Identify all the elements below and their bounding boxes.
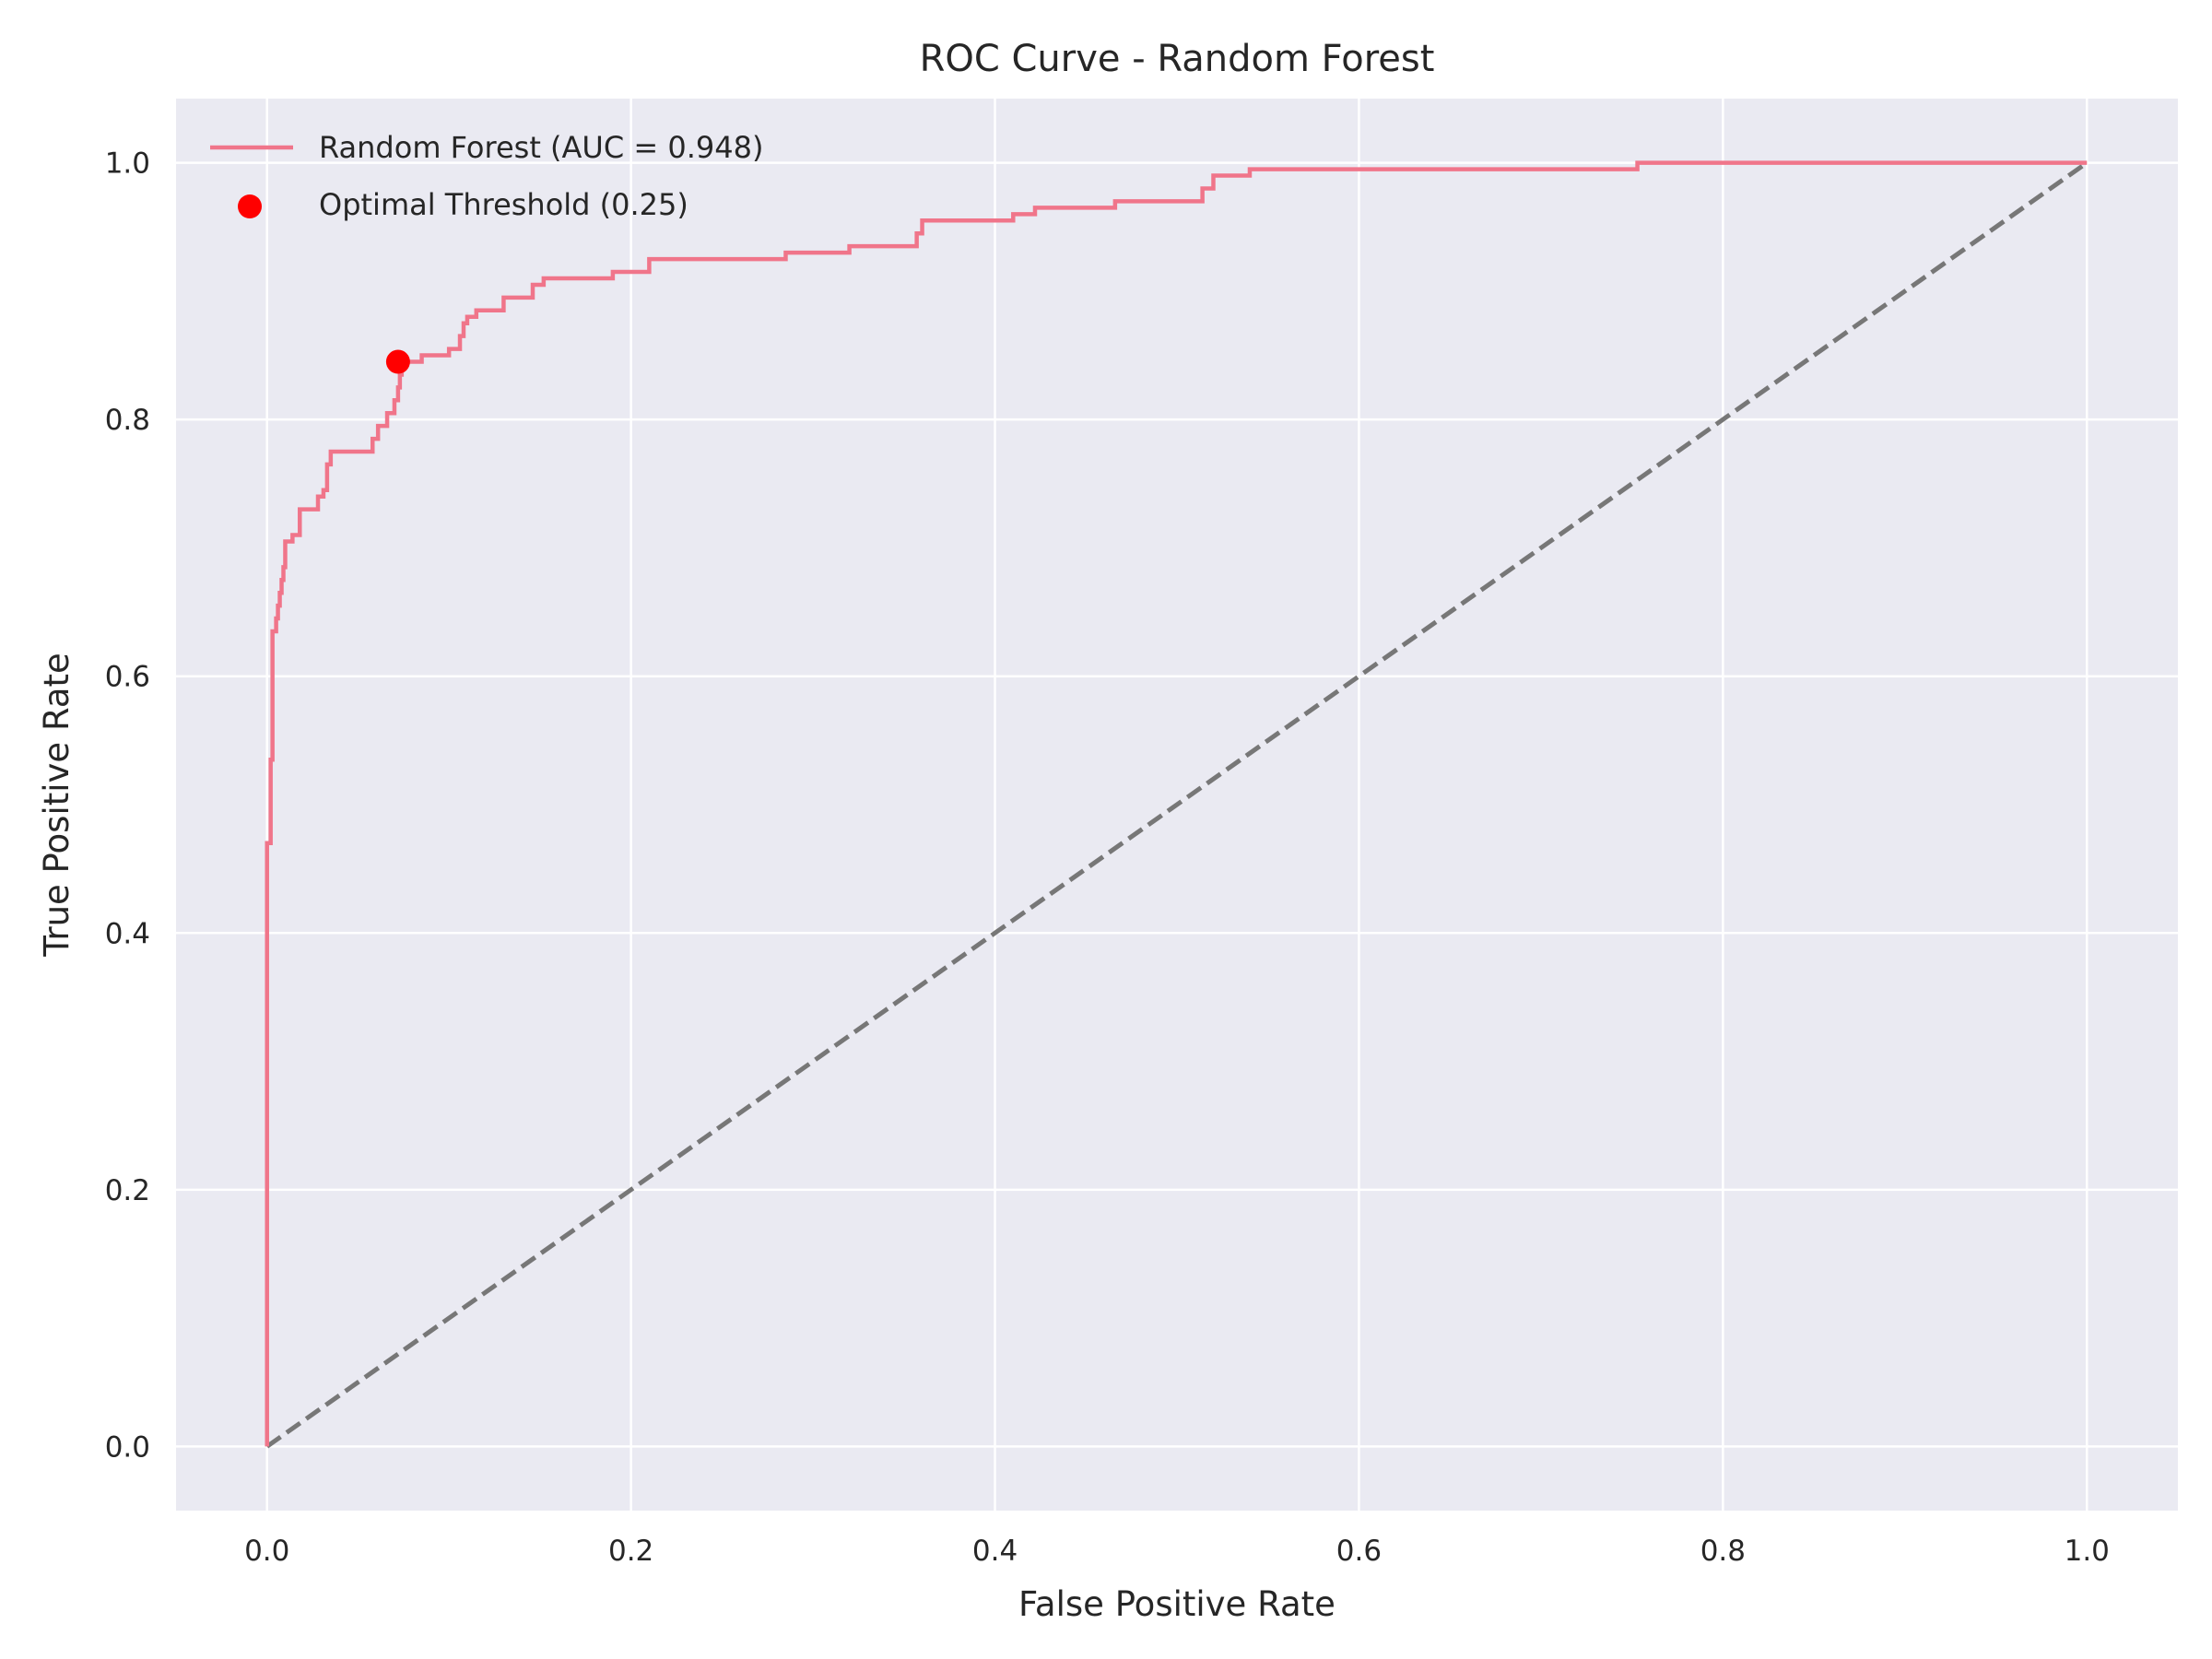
y-tick-labels: 0.0 0.2 0.4 0.6 0.8 1.0 — [105, 147, 150, 1465]
y-tick-label: 0.2 — [105, 1174, 150, 1207]
legend-label-optimal-threshold: Optimal Threshold (0.25) — [319, 187, 688, 222]
chart-title: ROC Curve - Random Forest — [920, 38, 1435, 80]
y-axis-label: True Positive Rate — [37, 653, 76, 958]
y-tick-label: 0.0 — [105, 1430, 150, 1464]
grid-lines — [176, 99, 2178, 1511]
x-tick-label: 0.4 — [972, 1535, 1018, 1568]
y-tick-label: 1.0 — [105, 147, 150, 181]
marker-group — [385, 349, 410, 374]
optimal-threshold-marker — [385, 349, 410, 374]
legend-dot-swatch — [238, 194, 262, 218]
y-tick-label: 0.8 — [105, 404, 150, 437]
legend: Random Forest (AUC = 0.948) Optimal Thre… — [210, 130, 763, 222]
x-axis-label: False Positive Rate — [1018, 1584, 1335, 1624]
series-group — [265, 160, 2088, 1449]
x-tick-label: 0.8 — [1700, 1535, 1746, 1568]
x-tick-label: 0.2 — [608, 1535, 653, 1568]
legend-label-random-forest: Random Forest (AUC = 0.948) — [319, 130, 763, 165]
x-tick-label: 1.0 — [2065, 1535, 2110, 1568]
x-tick-labels: 0.0 0.2 0.4 0.6 0.8 1.0 — [244, 1535, 2110, 1568]
x-tick-label: 0.0 — [244, 1535, 289, 1568]
y-tick-label: 0.4 — [105, 917, 150, 950]
roc-curve-line — [265, 160, 2088, 1447]
diagonal-reference-line — [265, 160, 2088, 1449]
x-tick-label: 0.6 — [1336, 1535, 1382, 1568]
y-tick-label: 0.6 — [105, 661, 150, 694]
